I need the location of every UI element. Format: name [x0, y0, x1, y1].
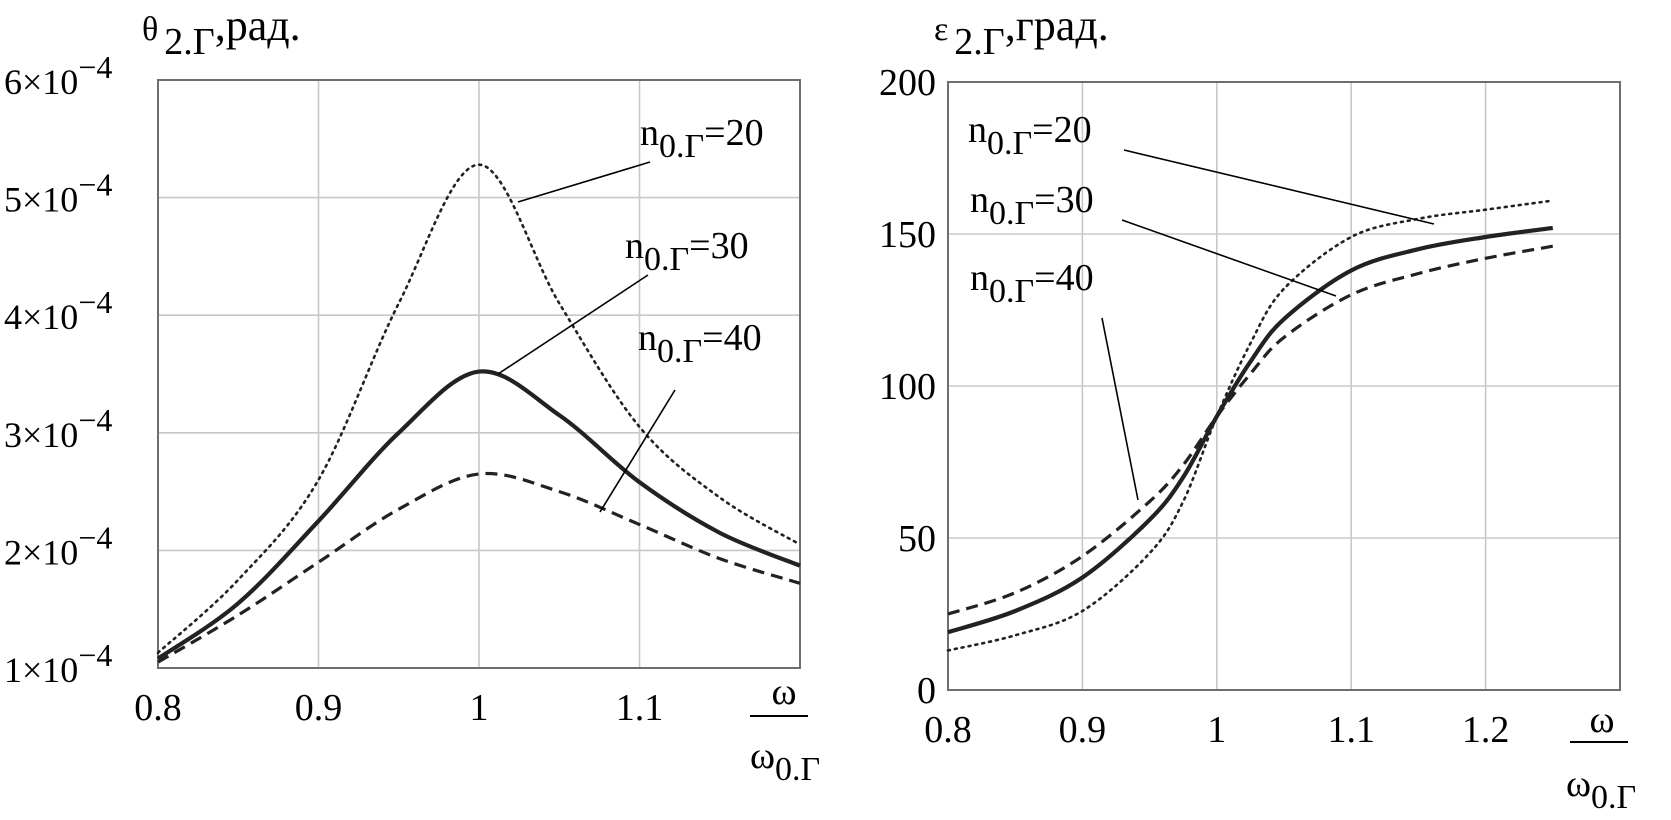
right-leader-40 [1101, 317, 1139, 501]
right-x-tick-label-0: 0.8 [924, 709, 972, 751]
left-series-label-40-sub: 0.Г [657, 333, 702, 370]
left-x-tick-label-2: 1 [470, 687, 489, 729]
left-leader-20 [517, 161, 651, 203]
left-series-label-20: n0.Г=20 [640, 112, 764, 165]
left-y-tick-label-0: 1×10−4 [4, 637, 112, 690]
right-series-label-30: n0.Г=30 [970, 179, 1094, 232]
right-y-tick-label-4: 200 [879, 62, 936, 104]
right-y-tick-label-3: 150 [879, 214, 936, 256]
left-y-axis-title: θ 2.Г,рад. [142, 1, 301, 63]
left-x-tick-labels: 0.8 0.9 1 1.1 [134, 687, 663, 729]
left-series-label-30-value: =30 [689, 225, 748, 267]
right-y-axis-unit: ,град. [1005, 1, 1109, 50]
right-x-tick-labels: 0.8 0.9 1 1.1 1.2 [924, 709, 1509, 751]
chart-left: 1×10−4 2×10−4 3×10−4 4×10−4 5×10−4 6×10−4 0.8… [4, 1, 820, 788]
left-series-label-30-main: n [625, 225, 644, 267]
right-y-axis-subscript: 2.Г [954, 21, 1004, 63]
right-series-label-30-main: n [970, 179, 989, 221]
right-leader-30 [1121, 219, 1337, 297]
left-y-tick-label-3: 4×10−4 [4, 284, 112, 337]
right-x-axis-denominator-symbol: ω [1566, 763, 1591, 805]
left-series-label-20-sub: 0.Г [659, 128, 704, 165]
left-y-tick-label-5: 6×10−4 [4, 49, 112, 102]
right-x-axis-denominator: ω0.Г [1566, 763, 1636, 816]
right-series-line-1 [947, 225, 1554, 635]
right-series-label-40-sub: 0.Г [989, 273, 1034, 310]
left-x-tick-label-0: 0.8 [134, 687, 182, 729]
right-series-label-30-sub: 0.Г [989, 195, 1034, 232]
right-y-tick-label-1: 50 [898, 518, 936, 560]
left-series-line-2 [157, 471, 801, 664]
left-series-line-1 [156, 369, 801, 661]
right-plot-frame [947, 81, 1621, 691]
right-series-line-2 [947, 244, 1554, 616]
left-x-tick-label-3: 1.1 [616, 687, 664, 729]
right-y-tick-labels: 0 50 100 150 200 [879, 62, 936, 712]
left-y-tick-label-4: 5×10−4 [4, 167, 112, 220]
left-leader-30 [497, 274, 649, 375]
right-series-label-40-main: n [970, 257, 989, 299]
left-x-axis-numerator: ω [771, 671, 796, 713]
right-x-tick-label-1: 0.9 [1059, 709, 1107, 751]
left-x-tick-label-1: 0.9 [295, 687, 343, 729]
left-y-tick-label-2: 3×10−4 [4, 402, 112, 455]
right-x-tick-label-4: 1.2 [1462, 709, 1510, 751]
right-x-axis-denominator-subscript: 0.Г [1591, 779, 1636, 816]
right-y-tick-label-0: 0 [917, 670, 936, 712]
left-series-label-30: n0.Г=30 [625, 225, 749, 278]
right-x-axis-numerator: ω [1589, 699, 1614, 741]
left-series-label-20-main: n [640, 112, 659, 154]
left-plot-frame [157, 79, 801, 669]
left-series-label-40-value: =40 [702, 317, 761, 359]
right-series-label-20-main: n [968, 109, 987, 151]
right-series-line-0 [946, 199, 1555, 652]
right-x-tick-label-3: 1.1 [1327, 709, 1375, 751]
right-series-label-40: n0.Г=40 [970, 257, 1094, 310]
left-y-axis-unit: ,рад. [215, 1, 301, 50]
left-x-axis-denominator-subscript: 0.Г [775, 751, 820, 788]
right-y-tick-label-2: 100 [879, 366, 936, 408]
right-y-axis-symbol: ε [934, 11, 948, 48]
right-series-label-40-value: =40 [1034, 257, 1093, 299]
left-leader-40 [599, 389, 676, 513]
right-y-axis-title: ε 2.Г,град. [934, 1, 1109, 63]
left-x-axis-denominator-symbol: ω [750, 735, 775, 777]
left-curves [156, 163, 802, 664]
left-series-label-40: n0.Г=40 [638, 317, 762, 370]
right-curves [946, 199, 1555, 652]
left-x-axis-denominator: ω0.Г [750, 735, 820, 788]
right-series-label-20-sub: 0.Г [987, 125, 1032, 162]
left-series-label-40-main: n [638, 317, 657, 359]
left-series-label-30-sub: 0.Г [644, 241, 689, 278]
left-y-axis-symbol: θ [142, 11, 158, 48]
left-y-tick-labels: 1×10−4 2×10−4 3×10−4 4×10−4 5×10−4 6×10−4 [4, 49, 112, 690]
right-series-label-30-value: =30 [1034, 179, 1093, 221]
left-series-label-20-value: =20 [704, 112, 763, 154]
right-leader-20 [1123, 149, 1435, 225]
right-x-tick-label-2: 1 [1207, 709, 1226, 751]
right-series-label-20-value: =20 [1032, 109, 1091, 151]
left-y-axis-subscript: 2.Г [164, 21, 214, 63]
left-y-tick-label-1: 2×10−4 [4, 519, 112, 572]
left-grid [157, 79, 800, 669]
right-series-label-20: n0.Г=20 [968, 109, 1092, 162]
